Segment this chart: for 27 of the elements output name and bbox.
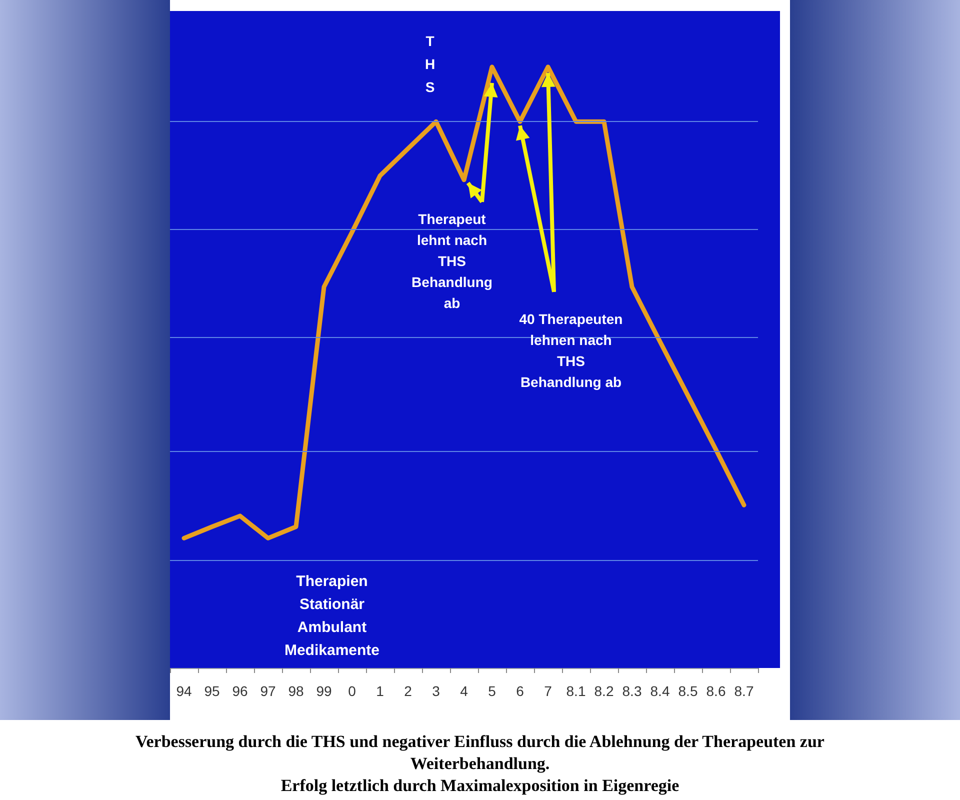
x-tick-label: 1 (376, 683, 384, 699)
annotation: 40 Therapeuten lehnen nach THS Behandlung ab (518, 310, 624, 392)
x-tick-label: 7 (544, 683, 552, 699)
x-tick-label: 94 (176, 683, 192, 699)
x-tick-label: 95 (204, 683, 220, 699)
text: Verbesserung durch die THS und negativer Einfluss durch die Ablehnung der Therapeuten zur Weiterbehandlung. (134, 731, 826, 775)
annotation: Therapien Stationär Ambulant Medikamente (283, 572, 381, 661)
x-tick-label: 8.6 (706, 683, 726, 699)
x-tick-label: 2 (404, 683, 412, 699)
x-tick-label: 6 (516, 683, 524, 699)
x-tick-label: 4 (460, 683, 468, 699)
x-tick-label: 3 (432, 683, 440, 699)
annotation: THS (424, 32, 436, 97)
text: Erfolg letztlich durch Maximalexposition in Eigenregie (280, 775, 680, 797)
x-tick-label: 8.7 (734, 683, 754, 699)
x-tick-label: 8.2 (594, 683, 614, 699)
x-tick-label: 98 (288, 683, 304, 699)
x-tick-label: 96 (232, 683, 248, 699)
x-tick-label: 0 (348, 683, 356, 699)
x-tick-label: 8.4 (650, 683, 670, 699)
x-tick-label: 97 (260, 683, 276, 699)
x-tick-label: 99 (316, 683, 332, 699)
x-tick-label: 5 (488, 683, 496, 699)
annotation: Therapeut lehnt nach THS Behandlung ab (410, 210, 494, 313)
x-tick-label: 8.1 (566, 683, 586, 699)
x-tick-label: 8.5 (678, 683, 698, 699)
x-tick-label: 8.3 (622, 683, 642, 699)
